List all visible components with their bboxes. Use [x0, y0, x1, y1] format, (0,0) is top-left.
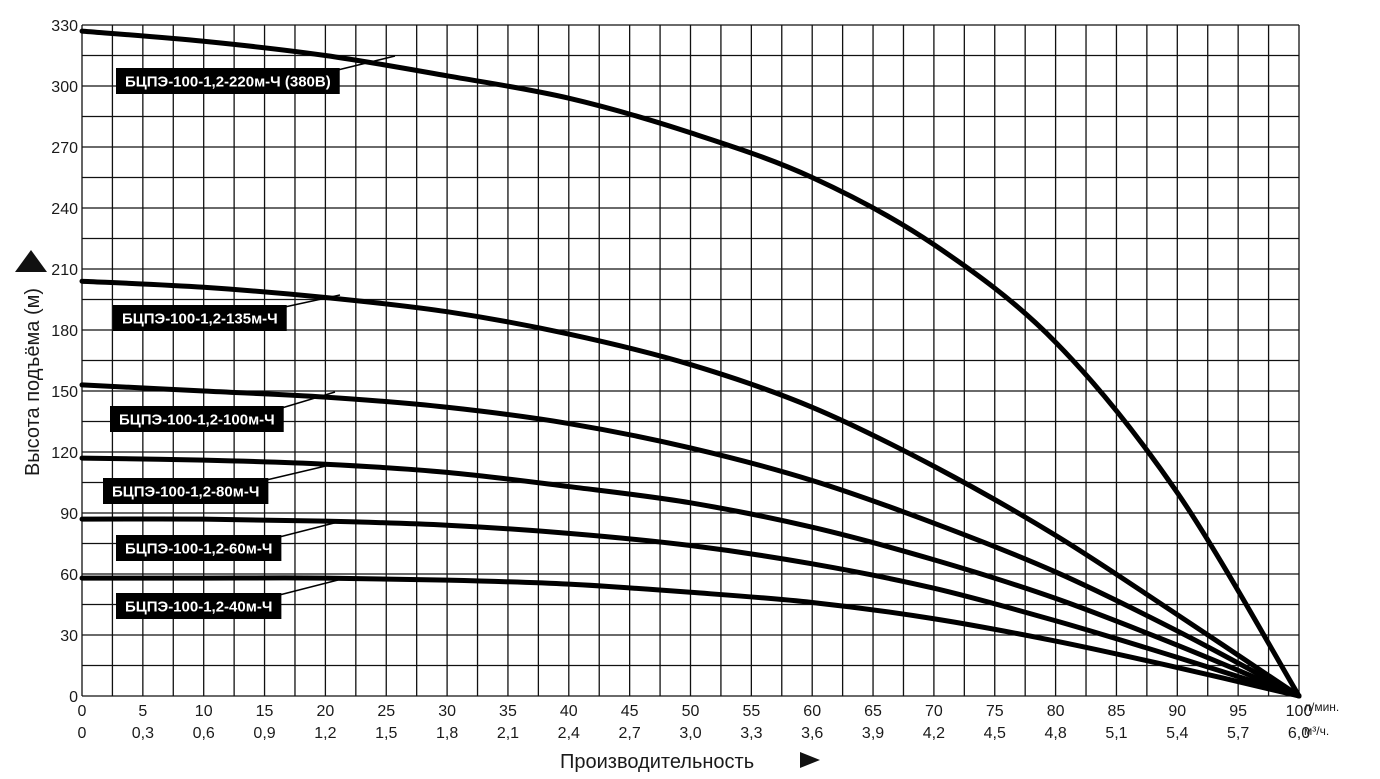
x-tick-label: 55: [742, 703, 760, 720]
x-tick-label-secondary: 1,2: [314, 725, 336, 742]
series-label-box: [116, 593, 282, 619]
series-label-box: [110, 406, 284, 432]
curves: [79, 28, 1302, 699]
grid: [81, 24, 1300, 697]
x-tick-label: 40: [560, 703, 578, 720]
x-tick-label: 0: [78, 703, 87, 720]
x-tick-label-secondary: 4,5: [984, 725, 1006, 742]
x-tick-label: 15: [256, 703, 274, 720]
series-label-text: БЦПЭ-100-1,2-100м-Ч: [119, 412, 275, 429]
x-tick-label: 30: [438, 703, 456, 720]
y-tick-label: 180: [51, 323, 78, 340]
y-tick-label: 150: [51, 384, 78, 401]
y-tick-label: 300: [51, 79, 78, 96]
y-tick-label: 270: [51, 140, 78, 157]
series-label-3: БЦПЭ-100-1,2-80м-Ч: [103, 464, 331, 504]
x-tick-label: 20: [317, 703, 335, 720]
y-tick-label: 90: [60, 506, 78, 523]
series-line-4: [79, 516, 1302, 699]
y-tick-label: 330: [51, 18, 78, 35]
series-label-box: [113, 305, 287, 331]
series-label-box: [116, 68, 340, 94]
x-tick-label-secondary: 5,1: [1105, 725, 1127, 742]
x-unit-secondary: м³/ч.: [1304, 724, 1329, 738]
y-tick-label: 240: [51, 201, 78, 218]
x-tick-label: 100: [1286, 703, 1313, 720]
y-tick-label: 60: [60, 567, 78, 584]
x-tick-label-secondary: 2,1: [497, 725, 519, 742]
series-label-5: БЦПЭ-100-1,2-40м-Ч: [116, 579, 339, 619]
series-line-2: [79, 382, 1302, 699]
series-label-leader: [337, 55, 396, 71]
series-label-box: [103, 478, 269, 504]
x-tick-label-secondary: 0,9: [253, 725, 275, 742]
x-tick-label: 90: [1168, 703, 1186, 720]
x-tick-label-secondary: 0,3: [132, 725, 154, 742]
x-tick-label: 50: [682, 703, 700, 720]
x-tick-label: 80: [1047, 703, 1065, 720]
x-tick-label-secondary: 0,6: [193, 725, 215, 742]
x-tick-label: 70: [925, 703, 943, 720]
x-tick-label-secondary: 2,4: [558, 725, 580, 742]
x-tick-label-secondary: 5,7: [1227, 725, 1249, 742]
series-label-leader: [284, 294, 341, 308]
series-label-2: БЦПЭ-100-1,2-100м-Ч: [110, 391, 336, 432]
y-axis-title: Высота подъёма (м): [22, 288, 44, 476]
x-tick-label: 10: [195, 703, 213, 720]
series-label-0: БЦПЭ-100-1,2-220м-Ч (380В): [116, 55, 396, 94]
x-tick-label: 5: [138, 703, 147, 720]
x-tick-label: 25: [377, 703, 395, 720]
series-label-text: БЦПЭ-100-1,2-80м-Ч: [112, 484, 259, 501]
x-tick-label-secondary: 5,4: [1166, 725, 1188, 742]
series-label-text: БЦПЭ-100-1,2-40м-Ч: [125, 599, 272, 616]
x-tick-label-secondary: 4,2: [923, 725, 945, 742]
series-line-1: [79, 278, 1302, 699]
x-tick-label: 65: [864, 703, 882, 720]
x-tick-label-secondary: 3,9: [862, 725, 884, 742]
x-tick-label-secondary: 1,8: [436, 725, 458, 742]
series-label-text: БЦПЭ-100-1,2-60м-Ч: [125, 541, 272, 558]
x-tick-label: 35: [499, 703, 517, 720]
x-tick-label: 75: [986, 703, 1004, 720]
y-tick-label: 120: [51, 445, 78, 462]
x-axis-arrow-icon: [800, 752, 820, 768]
x-tick-label-secondary: 2,7: [619, 725, 641, 742]
series-label-leader: [279, 521, 339, 538]
x-tick-label-secondary: 1,5: [375, 725, 397, 742]
y-axis-arrow-icon: [15, 250, 47, 272]
series-label-text: БЦПЭ-100-1,2-220м-Ч (380В): [125, 74, 331, 91]
series-label-leader: [266, 464, 331, 481]
series-line-0: [79, 28, 1302, 699]
x-tick-label: 95: [1229, 703, 1247, 720]
x-tick-label-secondary: 3,6: [801, 725, 823, 742]
series-labels: БЦПЭ-100-1,2-220м-Ч (380В) БЦПЭ-100-1,2-1…: [103, 55, 396, 619]
y-tick-label: 30: [60, 628, 78, 645]
series-label-leader: [281, 391, 336, 409]
axes: 0 5 10 15 20 25 30 35 40 45 50 55 60 65 70 75 80 85 90 95 10…: [51, 18, 1312, 742]
y-tick-label: 0: [69, 689, 78, 706]
series-label-1: БЦПЭ-100-1,2-135м-Ч: [113, 294, 341, 331]
series-label-4: БЦПЭ-100-1,2-60м-Ч: [116, 521, 339, 561]
series-label-leader: [279, 579, 339, 596]
y-tick-label: 210: [51, 262, 78, 279]
x-tick-label-secondary: 6,0: [1288, 725, 1310, 742]
series-line-5: [79, 575, 1302, 699]
x-unit-primary: л/мин.: [1304, 700, 1339, 714]
x-tick-label: 60: [803, 703, 821, 720]
x-tick-label-secondary: 3,0: [679, 725, 701, 742]
series-label-box: [116, 535, 282, 561]
series-line-3: [79, 455, 1302, 699]
x-tick-label: 45: [621, 703, 639, 720]
series-label-text: БЦПЭ-100-1,2-135м-Ч: [122, 311, 278, 328]
x-tick-label-secondary: 3,3: [740, 725, 762, 742]
x-tick-label: 85: [1108, 703, 1126, 720]
x-tick-label-secondary: 4,8: [1044, 725, 1066, 742]
x-axis-title: Производительность: [560, 751, 754, 773]
x-tick-label-secondary: 0: [78, 725, 87, 742]
